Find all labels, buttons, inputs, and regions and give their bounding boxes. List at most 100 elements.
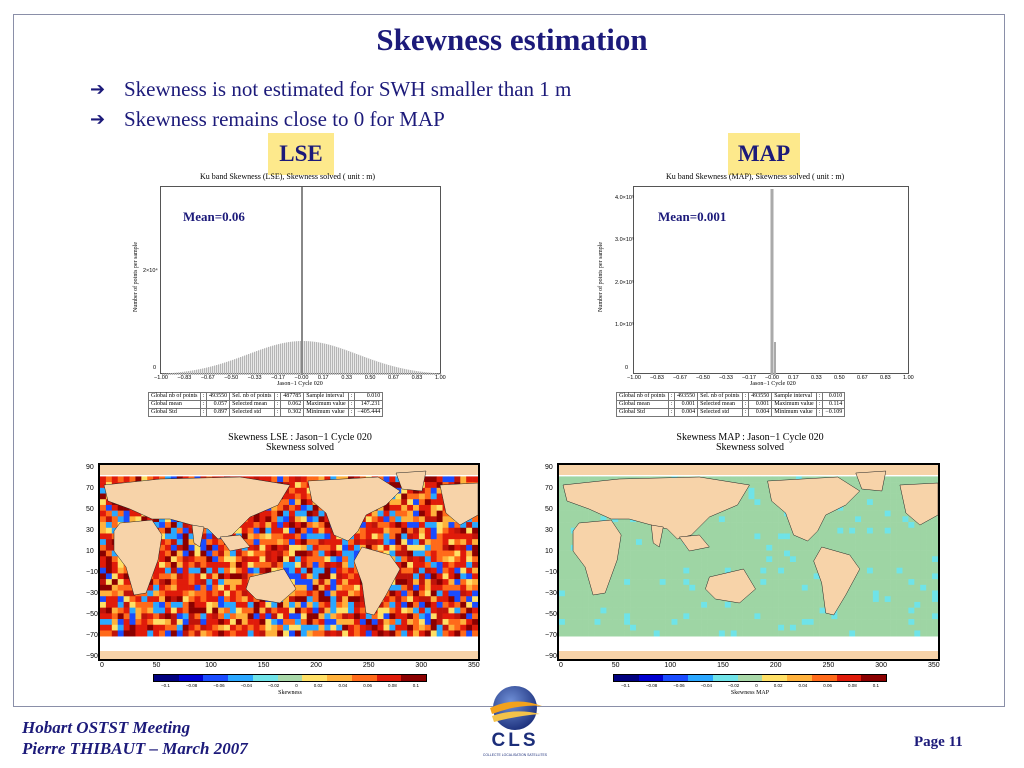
ocean-cell [653,590,660,597]
ocean-cell [914,596,921,603]
ocean-cell [454,590,461,597]
ocean-cell [784,550,791,557]
ocean-cell [635,619,643,626]
ocean-cell [671,619,678,626]
ocean-cell [377,527,384,534]
longitude-label: 100 [205,662,217,669]
ocean-cell [147,619,154,626]
histogram-bar [438,373,440,375]
ocean-cell [188,590,195,597]
polar-land [100,465,478,475]
histogram-bar [238,357,240,375]
stats-cell: Global nb of points [616,392,669,401]
ocean-cell [671,579,678,586]
histogram-bar [222,363,224,375]
ocean-cell [701,567,708,574]
ocean-cell [100,510,107,517]
ocean-cell [105,504,113,511]
ocean-cell [630,596,637,603]
ocean-cell [188,562,195,569]
ocean-cell [277,527,284,534]
ocean-cell [630,601,637,608]
ocean-cell [277,499,284,506]
ocean-cell [111,613,119,620]
ocean-cell [730,550,737,557]
ocean-cell [665,567,672,574]
ocean-cell [724,522,732,529]
ocean-cell [188,584,195,591]
ocean-cell [466,630,473,637]
ocean-cell [641,596,649,603]
ocean-cell [283,504,290,511]
ocean-cell [872,567,880,574]
stats-cell: : [347,400,356,409]
ocean-cell [448,544,455,551]
ocean-cell [748,573,755,580]
ocean-cell [389,596,396,603]
ocean-cell [117,601,124,608]
ocean-cell [289,493,296,500]
ocean-cell [884,584,891,591]
ocean-cell [100,482,107,489]
histogram-bar [296,341,298,375]
ocean-cell [353,544,361,551]
ocean-cell [100,550,107,557]
ocean-cell [582,567,589,574]
ocean-cell [100,556,107,563]
ocean-cell [884,476,891,483]
ocean-cell [277,539,284,546]
histogram-bar [336,346,338,375]
ocean-cell [795,579,803,586]
ocean-cell [778,596,785,603]
ocean-cell [395,533,402,540]
ocean-cell [748,613,755,620]
x-tick-label: −0.17 [271,375,285,381]
ocean-cell [306,624,313,631]
ocean-cell [760,596,767,603]
ocean-cell [665,539,672,546]
ocean-cell [653,619,660,626]
ocean-cell [129,476,136,483]
ocean-cell [576,579,583,586]
ocean-cell [123,596,130,603]
ocean-cell [111,596,119,603]
ocean-cell [324,516,331,523]
ocean-cell [342,601,349,608]
ocean-cell [294,476,302,483]
ocean-cell [436,624,443,631]
ocean-cell [772,556,779,563]
ocean-cell [926,539,933,546]
ocean-cell [861,499,868,506]
x-tick-label: −0.83 [177,375,192,381]
ocean-cell [111,590,119,597]
ocean-cell [348,619,355,626]
ocean-cell [200,584,207,591]
ocean-cell [618,579,625,586]
ocean-cell [472,584,478,591]
ocean-cell [454,544,461,551]
ocean-cell [300,579,308,586]
histogram-bar [390,365,392,375]
ocean-cell [300,487,308,494]
ocean-cell [748,533,755,540]
ocean-cell [466,527,473,534]
ocean-cell [564,510,572,517]
ocean-cell [606,624,613,631]
ocean-cell [801,607,809,614]
ocean-cell [348,567,355,574]
ocean-cell [353,624,361,631]
ocean-cell [306,533,313,540]
ocean-cell [724,567,732,574]
ocean-cell [218,607,225,614]
ocean-cell [920,556,927,563]
ocean-cell [801,613,809,620]
ocean-cell [277,544,284,551]
ocean-cell [430,510,437,517]
ocean-cell [472,579,478,586]
histogram-bar [320,342,322,375]
ocean-cell [866,590,874,597]
ocean-cell [624,533,631,540]
ocean-cell [472,613,478,620]
ocean-cell [754,590,761,597]
ocean-cell [466,522,473,529]
